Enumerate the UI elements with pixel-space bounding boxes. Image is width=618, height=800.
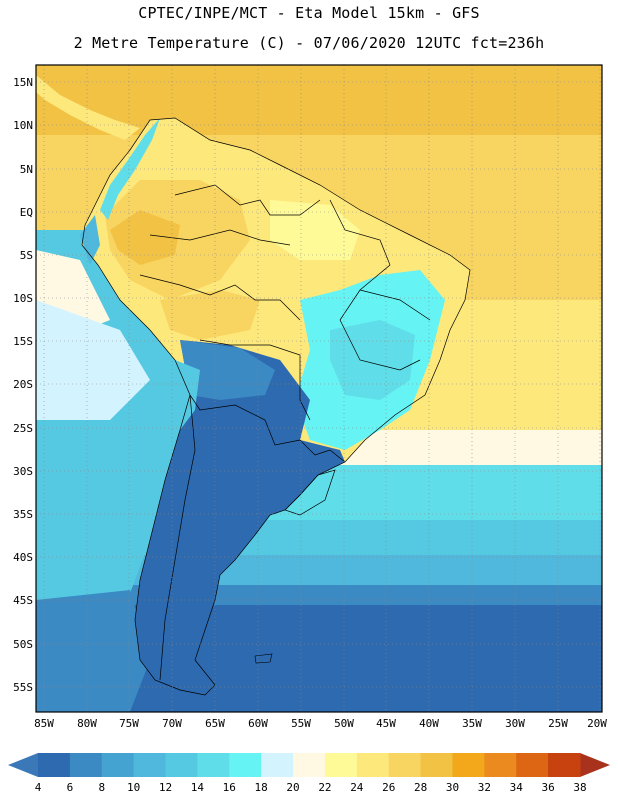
colorbar-label: 10 [127,781,141,794]
map-frame [35,64,603,713]
colorbar-label: 30 [445,781,460,794]
colorbar-swatch [101,753,135,777]
lat-label: 35S [13,508,33,521]
ocean-warmest-band [36,65,602,135]
colorbar-label: 8 [98,781,106,794]
lat-label: EQ [20,206,33,219]
lon-label: 25W [548,717,568,730]
colorbar-swatch [293,753,326,777]
lon-label: 35W [462,717,482,730]
colorbar-label: 26 [382,781,396,794]
colorbar-swatch [261,753,294,777]
lat-label: 40S [13,551,33,564]
colorbar-swatch [484,753,517,777]
lon-label: 45W [376,717,396,730]
pacific-band-18 [36,300,150,420]
colorbar-label: 24 [350,781,364,794]
lat-label: 55S [13,681,33,694]
lat-label: 15N [13,76,33,89]
colorbar-label: 28 [413,781,428,794]
colorbar-label: 6 [66,781,74,794]
colorbar-swatch [388,753,422,777]
lon-label: 40W [419,717,439,730]
lat-label: 30S [13,465,33,478]
chaco-band [180,340,275,400]
central-america [36,75,140,140]
colorbar-label: 36 [541,781,555,794]
colorbar-left-arrow [8,753,38,777]
lat-label: 10S [13,292,33,305]
lon-label: 55W [291,717,311,730]
southern-cone-cold [135,340,345,695]
lon-label: 30W [505,717,525,730]
colorbar [8,753,610,777]
colorbar-swatch [69,753,103,777]
lon-label: 60W [248,717,268,730]
colorbar-swatch [324,753,358,777]
colorbar-swatch [420,753,453,777]
lon-label: 85W [34,717,54,730]
lon-label: 20W [587,717,607,730]
colorbar-label: 14 [190,781,205,794]
colorbar-swatch [229,753,262,777]
lat-label: 50S [13,638,33,651]
lat-label: 5N [20,163,33,176]
lon-label: 75W [119,717,139,730]
colorbar-label: 16 [222,781,236,794]
colorbar-swatch [356,753,390,777]
brazil-plateau-cool [330,320,415,400]
bolivia-warm [160,290,260,340]
colorbar-label: 4 [34,781,42,794]
lon-label: 80W [77,717,97,730]
amazon-hot [110,210,180,265]
colorbar-label: 32 [477,781,491,794]
colorbar-label: 22 [318,781,332,794]
falklands [254,653,273,664]
lat-label: 20S [13,378,33,391]
colorbar-right-arrow [580,753,610,777]
colorbar-swatch [197,753,230,777]
lon-label: 50W [334,717,354,730]
andes-north [100,118,160,220]
chart-subtitle: 2 Metre Temperature (C) - 07/06/2020 12U… [73,34,545,52]
lat-label: 10N [13,119,33,132]
colorbar-swatch [165,753,198,777]
colorbar-label: 38 [573,781,587,794]
pacific-south-band [36,590,150,712]
chart-title: CPTEC/INPE/MCT - Eta Model 15km - GFS [138,4,480,22]
lat-label: 5S [20,249,33,262]
atacama-band [170,360,200,430]
colorbar-swatch [548,753,581,777]
country-borders [81,117,471,696]
lat-label: 15S [13,335,33,348]
colorbar-swatch [516,753,549,777]
andes-ecuador [80,215,100,265]
colorbar-label: 20 [286,781,300,794]
colorbar-label: 12 [158,781,173,794]
lat-label: 45S [13,594,33,607]
colorbar-label: 34 [509,781,523,794]
lon-label: 65W [205,717,225,730]
colorbar-label: 18 [254,781,268,794]
colorbar-swatch [38,753,71,777]
lon-label: 70W [162,717,182,730]
colorbar-swatch [133,753,167,777]
colorbar-swatch [452,753,485,777]
lat-label: 25S [13,422,33,435]
